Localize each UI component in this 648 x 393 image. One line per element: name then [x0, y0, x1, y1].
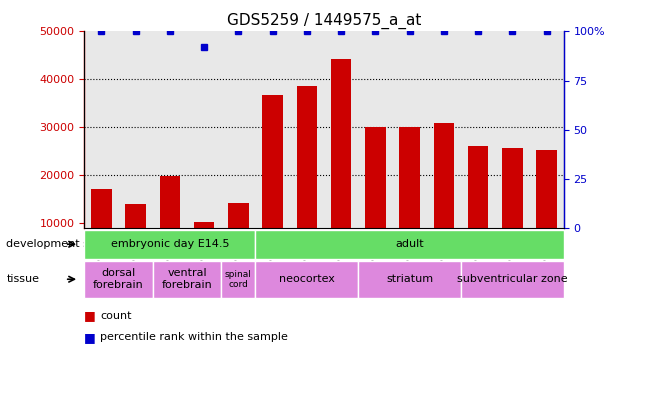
Text: neocortex: neocortex: [279, 274, 335, 284]
Bar: [297, 86, 317, 271]
Title: GDS5259 / 1449575_a_at: GDS5259 / 1449575_a_at: [227, 13, 421, 29]
Bar: [434, 123, 454, 271]
Bar: [159, 176, 180, 271]
Text: ventral
forebrain: ventral forebrain: [161, 268, 213, 290]
Text: tissue: tissue: [6, 274, 40, 284]
Text: spinal
cord: spinal cord: [225, 270, 252, 289]
Bar: [194, 222, 214, 271]
Bar: [262, 95, 283, 271]
Text: percentile rank within the sample: percentile rank within the sample: [100, 332, 288, 342]
Bar: [331, 59, 351, 271]
Text: subventricular zone: subventricular zone: [457, 274, 568, 284]
Text: ■: ■: [84, 331, 96, 344]
Text: ■: ■: [84, 309, 96, 322]
Bar: [502, 148, 523, 271]
Text: striatum: striatum: [386, 274, 434, 284]
Bar: [399, 127, 420, 271]
Text: embryonic day E14.5: embryonic day E14.5: [111, 239, 229, 249]
Bar: [125, 204, 146, 271]
Bar: [228, 204, 249, 271]
Bar: [537, 150, 557, 271]
Bar: [468, 147, 489, 271]
Text: count: count: [100, 310, 132, 321]
Bar: [91, 189, 111, 271]
Text: adult: adult: [395, 239, 424, 249]
Bar: [365, 127, 386, 271]
Text: development stage: development stage: [6, 239, 115, 249]
Text: dorsal
forebrain: dorsal forebrain: [93, 268, 144, 290]
